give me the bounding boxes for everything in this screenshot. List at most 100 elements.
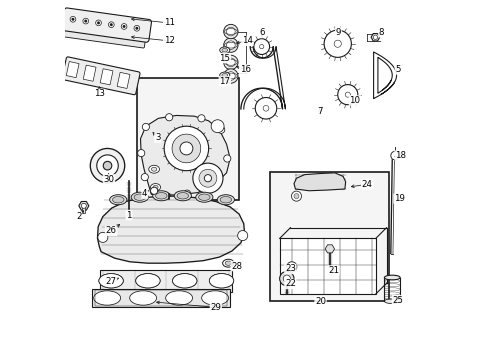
Circle shape bbox=[165, 114, 172, 121]
Circle shape bbox=[84, 20, 87, 23]
Ellipse shape bbox=[222, 73, 227, 77]
Circle shape bbox=[226, 27, 235, 36]
Text: 11: 11 bbox=[163, 18, 174, 27]
Ellipse shape bbox=[172, 274, 197, 288]
Ellipse shape bbox=[150, 184, 160, 191]
Circle shape bbox=[211, 120, 224, 133]
Circle shape bbox=[279, 271, 293, 286]
Text: 26: 26 bbox=[105, 226, 116, 235]
Text: 18: 18 bbox=[394, 151, 405, 160]
Circle shape bbox=[258, 101, 273, 116]
Circle shape bbox=[110, 23, 113, 26]
Text: 23: 23 bbox=[285, 265, 295, 274]
Circle shape bbox=[122, 25, 125, 28]
Ellipse shape bbox=[222, 259, 234, 267]
Circle shape bbox=[345, 92, 349, 97]
Ellipse shape bbox=[219, 72, 229, 78]
Polygon shape bbox=[370, 33, 379, 41]
Circle shape bbox=[263, 105, 268, 111]
Circle shape bbox=[237, 230, 247, 240]
Circle shape bbox=[255, 98, 276, 119]
Bar bbox=[92, 289, 230, 307]
Ellipse shape bbox=[153, 185, 158, 189]
Text: 7: 7 bbox=[316, 107, 322, 116]
Circle shape bbox=[97, 22, 100, 24]
Circle shape bbox=[372, 35, 377, 40]
Bar bbox=[137, 78, 239, 200]
Circle shape bbox=[71, 18, 74, 21]
Bar bbox=[66, 62, 79, 78]
Circle shape bbox=[183, 190, 190, 197]
Ellipse shape bbox=[220, 197, 231, 203]
Text: 27: 27 bbox=[105, 276, 116, 285]
Ellipse shape bbox=[219, 47, 229, 53]
Bar bbox=[83, 65, 96, 81]
Ellipse shape bbox=[136, 274, 160, 288]
Bar bbox=[95, 291, 227, 306]
Ellipse shape bbox=[384, 275, 399, 280]
Circle shape bbox=[217, 126, 224, 134]
Circle shape bbox=[226, 72, 235, 80]
Text: 19: 19 bbox=[393, 194, 404, 203]
Text: 29: 29 bbox=[210, 303, 221, 312]
Text: 6: 6 bbox=[259, 28, 264, 37]
Circle shape bbox=[291, 191, 301, 201]
Circle shape bbox=[137, 149, 144, 157]
Text: 20: 20 bbox=[314, 297, 325, 306]
Ellipse shape bbox=[165, 291, 192, 305]
Text: 9: 9 bbox=[335, 28, 341, 37]
Text: 3: 3 bbox=[155, 133, 160, 142]
Text: 13: 13 bbox=[94, 89, 104, 98]
Ellipse shape bbox=[177, 193, 188, 199]
Circle shape bbox=[90, 148, 124, 183]
Ellipse shape bbox=[129, 291, 156, 305]
Circle shape bbox=[150, 187, 158, 194]
Polygon shape bbox=[293, 173, 345, 191]
Ellipse shape bbox=[151, 167, 157, 171]
Bar bbox=[270, 172, 388, 301]
Circle shape bbox=[223, 38, 238, 52]
Polygon shape bbox=[258, 101, 270, 110]
Circle shape bbox=[223, 155, 230, 162]
Ellipse shape bbox=[152, 191, 169, 201]
Ellipse shape bbox=[155, 193, 167, 199]
Text: 5: 5 bbox=[394, 65, 400, 74]
Bar bbox=[100, 69, 113, 85]
Circle shape bbox=[199, 169, 217, 187]
Text: 4: 4 bbox=[142, 189, 147, 198]
Text: 10: 10 bbox=[349, 96, 360, 105]
Text: 14: 14 bbox=[242, 36, 252, 45]
Text: 28: 28 bbox=[231, 262, 242, 271]
Ellipse shape bbox=[112, 197, 124, 203]
FancyBboxPatch shape bbox=[64, 27, 145, 48]
Circle shape bbox=[81, 203, 86, 208]
Circle shape bbox=[198, 115, 204, 122]
Bar bbox=[82, 205, 85, 213]
Text: 30: 30 bbox=[103, 175, 114, 184]
Ellipse shape bbox=[136, 274, 160, 288]
Ellipse shape bbox=[134, 194, 145, 201]
Polygon shape bbox=[97, 196, 244, 263]
Circle shape bbox=[204, 175, 211, 182]
Text: 1: 1 bbox=[126, 211, 131, 220]
Ellipse shape bbox=[222, 48, 227, 52]
Circle shape bbox=[103, 161, 112, 170]
Ellipse shape bbox=[217, 195, 234, 205]
Circle shape bbox=[135, 27, 138, 30]
Circle shape bbox=[324, 30, 351, 57]
Circle shape bbox=[283, 275, 290, 282]
Text: 25: 25 bbox=[392, 296, 403, 305]
Circle shape bbox=[223, 55, 238, 69]
Circle shape bbox=[293, 194, 298, 199]
FancyBboxPatch shape bbox=[62, 57, 140, 95]
Circle shape bbox=[226, 58, 235, 67]
Text: 2: 2 bbox=[76, 212, 81, 221]
Ellipse shape bbox=[172, 274, 197, 288]
Bar bbox=[117, 72, 130, 89]
Circle shape bbox=[253, 39, 269, 54]
Ellipse shape bbox=[131, 192, 148, 202]
FancyBboxPatch shape bbox=[61, 8, 151, 42]
Ellipse shape bbox=[209, 274, 233, 288]
Text: 24: 24 bbox=[361, 180, 372, 189]
Bar bbox=[279, 238, 375, 294]
